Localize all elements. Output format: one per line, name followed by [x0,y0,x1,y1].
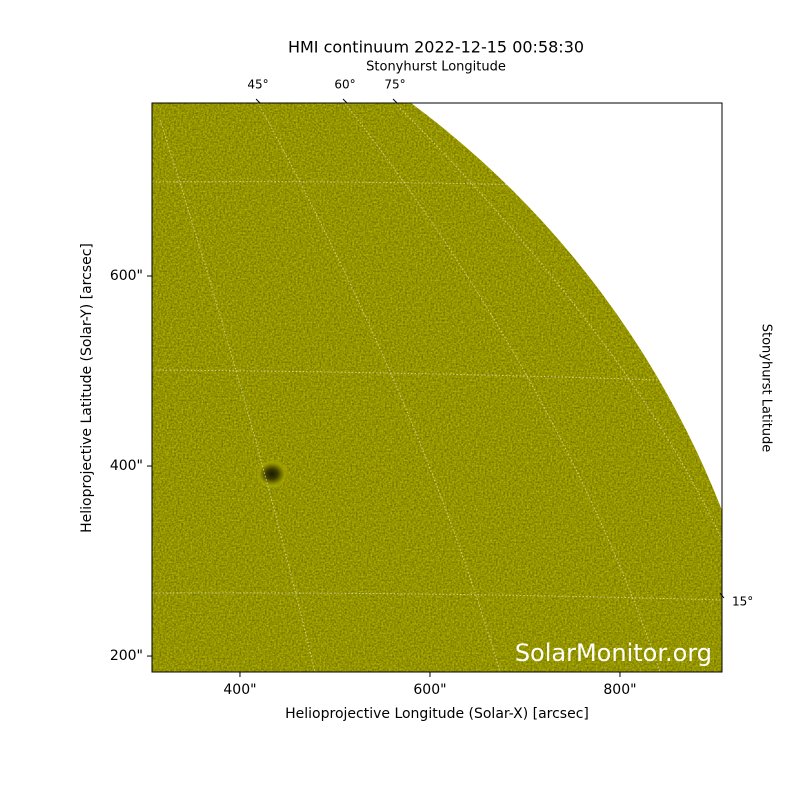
plot-area: SolarMonitor.org [152,103,722,672]
granulation [152,103,722,672]
plot-frame [151,102,723,673]
y-axis-label: Helioprojective Latitude (Solar-Y) [arcs… [79,243,95,533]
x-tick-label: 400" [223,682,256,698]
x-tick-label: 800" [603,682,636,698]
grid-line [152,592,722,601]
y-tick-label: 200" [110,648,143,664]
grid-line [152,369,661,381]
grid-line [257,103,501,672]
top-axis-label: Stonyhurst Longitude [366,60,506,75]
lon-tick-label: 75° [384,78,405,92]
lon-tick [342,98,348,104]
y-tick-label: 400" [110,458,143,474]
chart-title: HMI continuum 2022-12-15 00:58:30 [288,38,584,57]
grid-line [344,103,661,672]
lon-tick [255,98,261,104]
right-axis-label: Stonyhurst Latitude [759,324,774,453]
grid-line [152,181,701,191]
lat-tick [719,592,725,599]
lon-tick [392,98,398,104]
sunspot [256,460,288,488]
solar-disk [152,103,722,672]
lat-tick-label: 15° [732,595,753,609]
lon-tick-label: 45° [247,78,268,92]
grid-line [159,119,316,672]
watermark: SolarMonitor.org [515,639,712,667]
y-tick-label: 600" [110,268,143,284]
x-axis-label: Helioprojective Longitude (Solar-X) [arc… [285,706,589,722]
x-tick-label: 600" [413,682,446,698]
lon-tick-label: 60° [334,78,355,92]
